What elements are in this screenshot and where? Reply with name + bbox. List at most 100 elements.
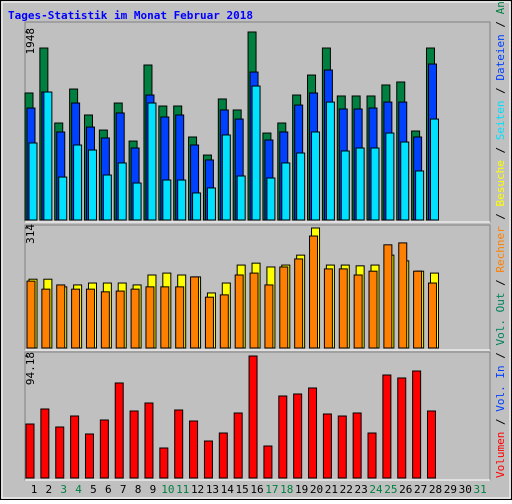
bar xyxy=(144,402,154,479)
x-tick-label: 25 xyxy=(384,483,397,496)
bar xyxy=(58,176,68,221)
bar xyxy=(370,147,380,221)
bar xyxy=(233,412,243,479)
bar xyxy=(367,432,377,479)
x-tick-label: 20 xyxy=(310,483,323,496)
x-tick-label: 15 xyxy=(236,483,249,496)
bar xyxy=(219,294,229,349)
x-tick-label: 7 xyxy=(120,483,127,496)
bar xyxy=(174,409,184,479)
bar xyxy=(221,134,231,221)
bar xyxy=(413,270,423,349)
bar xyxy=(353,274,363,349)
x-tick-label: 30 xyxy=(459,483,472,496)
bar xyxy=(397,377,407,479)
x-tick-label: 9 xyxy=(150,483,157,496)
bar xyxy=(132,182,142,221)
bar xyxy=(192,192,202,221)
bar xyxy=(293,393,303,479)
bar xyxy=(382,374,392,479)
legend-entry: Besuche xyxy=(494,160,507,206)
bar xyxy=(100,291,110,349)
x-tick-label: 28 xyxy=(429,483,442,496)
bar xyxy=(160,286,170,349)
bar xyxy=(429,118,439,221)
bar xyxy=(338,268,348,349)
legend-entry: Vol. Out xyxy=(494,293,507,346)
bar xyxy=(147,102,157,221)
bar xyxy=(311,131,321,221)
bar xyxy=(204,296,214,349)
y-tick-label: 94.18 xyxy=(24,352,37,385)
bar xyxy=(294,258,304,349)
bar xyxy=(115,290,125,349)
legend-separator: / xyxy=(494,346,507,366)
bar xyxy=(102,174,112,221)
bar xyxy=(340,150,350,221)
legend-separator: / xyxy=(494,140,507,160)
x-tick-label: 10 xyxy=(161,483,174,496)
bar xyxy=(281,162,291,221)
bar xyxy=(251,85,261,221)
x-tick-label: 14 xyxy=(221,483,235,496)
bar xyxy=(43,91,53,221)
x-tick-label: 18 xyxy=(280,483,293,496)
bar xyxy=(56,284,66,349)
bar xyxy=(26,280,36,349)
bar xyxy=(427,282,437,349)
bar xyxy=(159,447,169,479)
bar xyxy=(266,177,276,221)
legend-entry: Vol. In xyxy=(494,365,507,411)
bar xyxy=(189,420,199,479)
x-tick-label: 19 xyxy=(295,483,308,496)
bar xyxy=(296,152,306,221)
bar xyxy=(234,274,244,349)
bar xyxy=(323,268,333,349)
bar xyxy=(85,288,95,349)
bar xyxy=(236,175,246,221)
bar xyxy=(129,410,139,479)
x-tick-label: 5 xyxy=(90,483,97,496)
bar xyxy=(279,266,289,349)
x-tick-label: 12 xyxy=(191,483,204,496)
bar xyxy=(190,276,200,349)
y-tick-label: 1948 xyxy=(24,28,37,55)
bar xyxy=(309,235,319,349)
x-tick-label: 1 xyxy=(31,483,38,496)
bar xyxy=(400,141,410,221)
x-tick-label: 13 xyxy=(206,483,219,496)
bar xyxy=(368,270,378,349)
chart-title: Tages-Statistik im Monat Februar 2018 xyxy=(8,9,253,22)
bar xyxy=(355,147,365,221)
bar xyxy=(162,179,172,221)
bar xyxy=(28,142,38,221)
legend-entry: Anfragen xyxy=(494,0,507,14)
bar xyxy=(415,170,425,221)
bar xyxy=(117,162,127,221)
bar xyxy=(71,288,81,349)
bar xyxy=(70,415,80,479)
bar xyxy=(278,395,288,479)
legend-entry: Seiten xyxy=(494,100,507,140)
bar xyxy=(41,288,51,349)
x-tick-label: 27 xyxy=(414,483,427,496)
bar xyxy=(412,370,422,479)
bar xyxy=(383,244,393,349)
bar xyxy=(426,410,436,479)
bar xyxy=(87,149,97,221)
bar xyxy=(40,408,50,479)
bar xyxy=(263,445,273,479)
x-tick-label: 17 xyxy=(265,483,278,496)
legend-separator: / xyxy=(494,14,507,34)
x-tick-label: 2 xyxy=(46,483,53,496)
x-tick-label: 26 xyxy=(399,483,412,496)
legend-entry: Dateien xyxy=(494,34,507,80)
x-tick-label: 22 xyxy=(340,483,353,496)
bar xyxy=(248,355,258,479)
legend-separator: / xyxy=(494,206,507,226)
bar xyxy=(322,413,332,479)
x-tick-label: 23 xyxy=(355,483,368,496)
bar xyxy=(55,426,65,479)
bar xyxy=(145,286,155,349)
